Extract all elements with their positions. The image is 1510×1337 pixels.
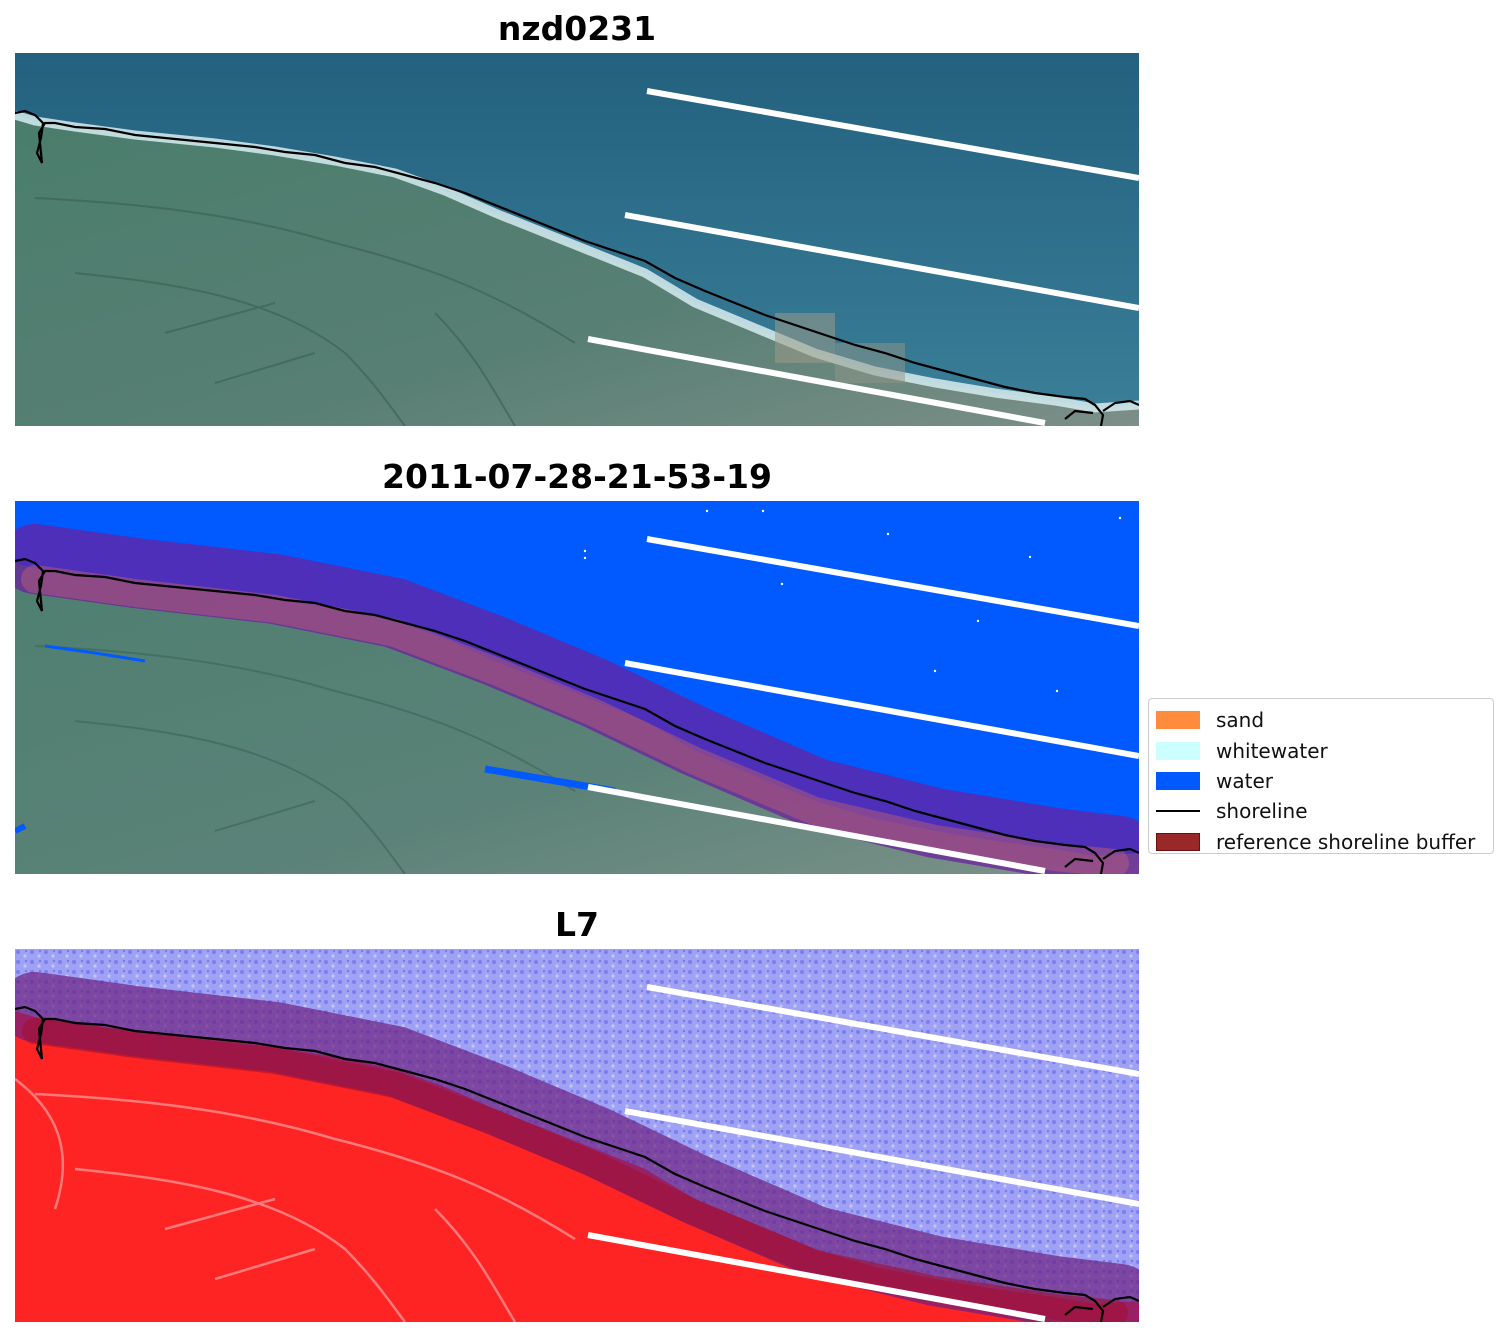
legend-item-buffer: reference shoreline buffer — [1156, 827, 1493, 857]
land-area — [15, 115, 1139, 426]
legend-item-whitewater: whitewater — [1156, 735, 1493, 765]
index-image-panel — [15, 949, 1139, 1322]
water-swatch — [1156, 771, 1200, 790]
transect-lines — [587, 88, 1139, 426]
legend-label: water — [1216, 768, 1273, 793]
legend-label: shoreline — [1216, 799, 1308, 824]
legend-item-water: water — [1156, 766, 1493, 796]
legend-item-sand: sand — [1156, 705, 1493, 735]
legend: sand whitewater water shoreline referenc… — [1148, 698, 1494, 854]
legend-label: reference shoreline buffer — [1216, 829, 1476, 854]
legend-item-shoreline: shoreline — [1156, 796, 1493, 826]
shoreline — [15, 109, 1139, 426]
whitewater-swatch — [1156, 741, 1200, 760]
buffer-swatch — [1156, 832, 1200, 851]
shoreline-swatch — [1156, 810, 1200, 813]
panel-title-2: 2011-07-28-21-53-19 — [382, 457, 772, 496]
classified-image-panel — [15, 501, 1139, 874]
transect-lines — [587, 536, 1139, 874]
sand-swatch — [1156, 711, 1200, 730]
rgb-image-panel — [15, 53, 1139, 426]
legend-label: whitewater — [1216, 738, 1328, 763]
shoreline — [15, 1005, 1139, 1322]
transect-lines — [587, 984, 1139, 1322]
legend-label: sand — [1216, 708, 1265, 733]
panel-title-1: nzd0231 — [497, 9, 657, 48]
panel-title-3: L7 — [555, 905, 599, 944]
shoreline — [15, 557, 1139, 874]
